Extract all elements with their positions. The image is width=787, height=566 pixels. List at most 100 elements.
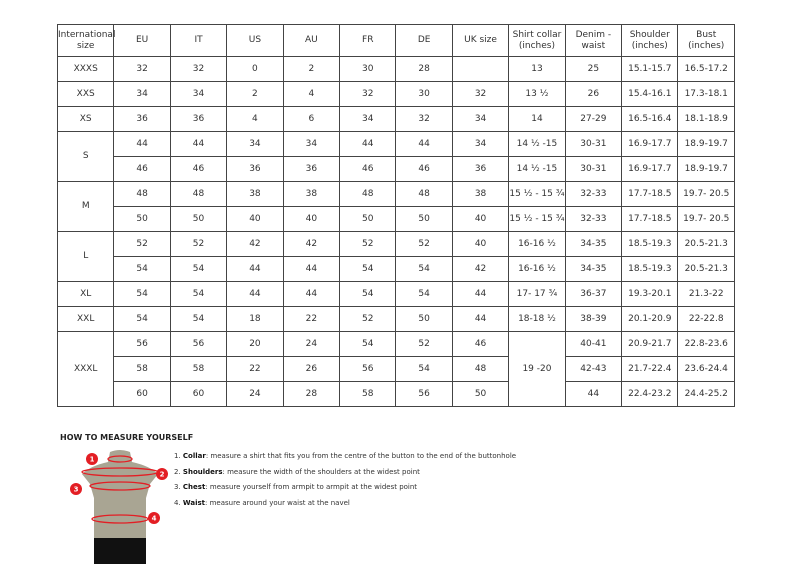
step-text: : measure the width of the shoulders at …: [222, 467, 420, 476]
marker-2: 2: [160, 471, 165, 479]
table-cell: 17.7-18.5: [621, 181, 679, 207]
table-cell: 15.4-16.1: [621, 81, 679, 107]
marker-1: 1: [90, 456, 95, 464]
table-cell: 21.7-22.4: [621, 356, 679, 382]
table-cell: 58: [113, 356, 171, 382]
column-header: IT: [169, 24, 228, 57]
table-cell: 22.4-23.2: [621, 381, 679, 407]
table-cell: 54: [169, 281, 228, 307]
table-cell: 44: [395, 131, 453, 157]
column-header: Bust (inches): [677, 24, 735, 57]
marker-3: 3: [74, 486, 79, 494]
table-cell: 20: [226, 331, 284, 357]
table-cell: 50: [451, 381, 510, 407]
table-cell: 54: [395, 281, 453, 307]
table-row: XXS 34 34 2 4 32 30 32 13 ½ 26 15.4-16.1 17.3-18.1: [56, 81, 735, 107]
table-cell: 21.3-22: [677, 281, 735, 307]
table-cell: 38-39: [564, 306, 623, 332]
table-cell: 54: [395, 356, 453, 382]
step-text: : measure a shirt that fits you from the…: [205, 452, 517, 460]
table-cell: 23.6-24.4: [677, 356, 735, 382]
table-cell: 32: [395, 106, 453, 132]
size-label: XXS: [56, 81, 115, 107]
table-cell: 34: [451, 106, 510, 132]
table-cell: 20.1-20.9: [621, 306, 679, 332]
table-cell: 19 -20: [508, 331, 566, 407]
size-label: XXL: [56, 306, 115, 332]
table-cell: 34: [339, 106, 397, 132]
table-row: M 48 48 38 38 48 48 38 15 ½ - 15 ¾ 32-33 17.7-18.5…: [56, 181, 735, 232]
table-cell: 50: [169, 206, 228, 232]
table-cell: 0: [226, 56, 284, 82]
table-cell: 18.9-19.7: [677, 131, 735, 157]
measure-steps: 1. Collar: measure a shirt that fits you…: [174, 452, 516, 514]
step-term: Waist: [182, 498, 206, 507]
table-row: XXXL 56 56 20 24 54 52 46 19 -20 40-41 20.9-21.7 22…: [56, 331, 735, 407]
step-collar: 1. Collar: measure a shirt that fits you…: [174, 452, 516, 468]
table-cell: 36: [226, 156, 284, 182]
table-cell: 34: [282, 131, 341, 157]
table-cell: 44: [564, 381, 623, 407]
column-header: DE: [395, 24, 453, 57]
table-cell: 32-33: [564, 206, 623, 232]
step-term: Collar: [182, 452, 206, 460]
table-cell: 24: [282, 331, 341, 357]
table-cell: 30: [339, 56, 397, 82]
table-cell: 36: [113, 106, 171, 132]
table-cell: 44: [169, 131, 228, 157]
size-chart-table: International size EU IT US AU FR DE UK size Shi…: [56, 24, 735, 407]
table-cell: 34-35: [564, 231, 623, 257]
step-num: 1.: [174, 452, 181, 460]
table-row: L 52 52 42 42 52 52 40 16-16 ½ 34-35 18.5-19.3 20.5…: [56, 231, 735, 282]
step-shoulders: 2. Shoulders: measure the width of the s…: [174, 468, 516, 484]
table-cell: 40: [226, 206, 284, 232]
table-cell: 14 ½ -15: [508, 156, 566, 182]
table-cell: 34: [451, 131, 510, 157]
table-cell: 30: [395, 81, 453, 107]
table-cell: 36-37: [564, 281, 623, 307]
table-cell: 32-33: [564, 181, 623, 207]
table-cell: 2: [282, 56, 341, 82]
table-cell: 16.9-17.7: [621, 131, 679, 157]
step-num: 4.: [174, 498, 181, 507]
table-cell: 2: [226, 81, 284, 107]
table-cell: 48: [169, 181, 228, 207]
table-row: XS 36 36 4 6 34 32 34 14 27-29 16.5-16.4 18.1-18.9: [56, 106, 735, 132]
table-cell: 44: [282, 281, 341, 307]
table-cell: 42: [451, 256, 510, 282]
table-cell: 52: [339, 306, 397, 332]
table-cell: 50: [395, 206, 453, 232]
table-cell: 18-18 ½: [508, 306, 566, 332]
table-cell: 36: [169, 106, 228, 132]
table-row: XXL 54 54 18 22 52 50 44 18-18 ½ 38-39 20.1-20.9 22…: [56, 306, 735, 332]
column-header: US: [226, 24, 284, 57]
step-term: Shoulders: [182, 467, 223, 476]
column-header: International size: [56, 24, 115, 57]
table-cell: 28: [395, 56, 453, 82]
table-cell: 19.7- 20.5: [677, 181, 735, 207]
table-cell: 16.9-17.7: [621, 156, 679, 182]
table-cell: 30-31: [564, 131, 623, 157]
table-cell: 50: [113, 206, 171, 232]
table-cell: [451, 56, 510, 82]
table-cell: 20.9-21.7: [621, 331, 679, 357]
table-cell: 56: [395, 381, 453, 407]
table-cell: 16-16 ½: [508, 256, 566, 282]
table-cell: 38: [226, 181, 284, 207]
table-cell: 54: [169, 306, 228, 332]
table-cell: 50: [339, 206, 397, 232]
table-cell: 42-43: [564, 356, 623, 382]
table-cell: 56: [113, 331, 171, 357]
table-row: 50 50 40 40 50 50 40 15 ½ - 15 ¾ 32-33 17.7-18.5 1…: [58, 206, 735, 232]
table-cell: 42: [282, 231, 341, 257]
table-cell: 13 ½: [508, 81, 566, 107]
column-header: UK size: [451, 24, 510, 57]
table-cell: 14 ½ -15: [508, 131, 566, 157]
table-cell: 27-29: [564, 106, 623, 132]
table-row: 58 58 22 26 56 54 48 42-43 21.7-22.4 23.6-24.4: [58, 356, 735, 382]
table-cell: 48: [395, 181, 453, 207]
table-cell: 17- 17 ¾: [508, 281, 566, 307]
column-header: Shirt collar (inches): [508, 24, 566, 57]
table-cell: 20.5-21.3: [677, 231, 735, 257]
column-header: EU: [113, 24, 171, 57]
